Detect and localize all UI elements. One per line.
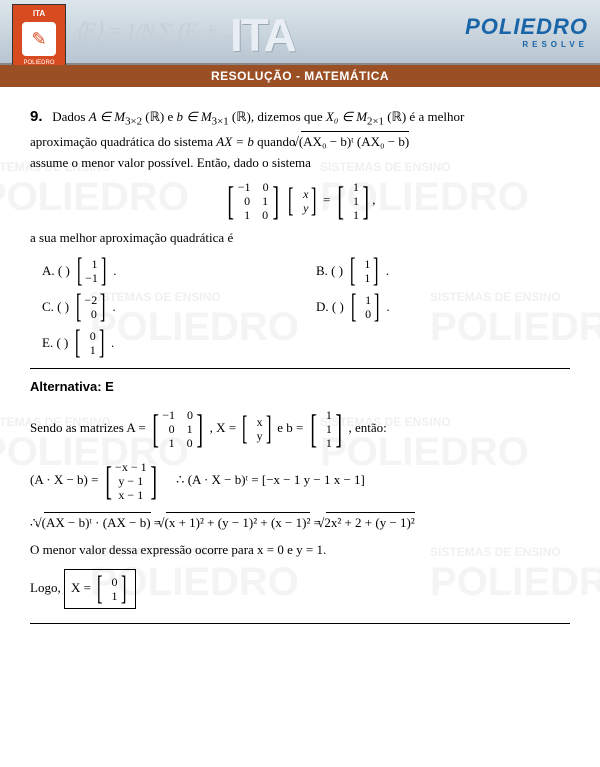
answer-matrices: Sendo as matrizes A = [ −10 01 10 ] , X … bbox=[30, 408, 570, 450]
matrix-b: [ 1 1 1 ] bbox=[334, 180, 373, 222]
answer-min-line: O menor valor dessa expressão ocorre par… bbox=[30, 540, 570, 561]
option-D[interactable]: D. ( ) [ 1 0 ]. bbox=[316, 290, 570, 324]
question-number: 9. bbox=[30, 108, 43, 125]
option-E[interactable]: E. ( ) [ 0 1 ]. bbox=[42, 326, 296, 360]
answer-axb: (A · X − b) = [ −x − 1 y − 1 x − 1 ] ∴ (… bbox=[30, 460, 570, 502]
sqrt-expr: (AX₀ − b)ᵗ (AX₀ − b) bbox=[301, 131, 409, 153]
header-formula-deco: ⟨E⟩ = 1/N ∑ (Eᵢ + ... bbox=[75, 18, 236, 44]
question-line4: a sua melhor aproximação quadrática é bbox=[30, 228, 570, 249]
brand-sub: RESOLVE bbox=[465, 40, 588, 49]
badge-title: ITA bbox=[33, 9, 45, 18]
content-area: 9. Dados A ∈ M3×2 (ℝ) e b ∈ M3×1 (ℝ), di… bbox=[0, 87, 600, 652]
book-icon: ✎ bbox=[22, 22, 56, 56]
brand-name: POLIEDRO bbox=[465, 14, 588, 39]
answer-heading: Alternativa: E bbox=[30, 377, 570, 398]
header-logo: ITA bbox=[230, 8, 295, 62]
option-A[interactable]: A. ( ) [ 1 −1 ]. bbox=[42, 254, 296, 288]
matrix-X: [ x y ] bbox=[285, 184, 320, 218]
option-C[interactable]: C. ( ) [ −2 0 ]. bbox=[42, 290, 296, 324]
system-equation: [ −10 01 10 ] [ x y ] = [ 1 1 1 ] , bbox=[30, 180, 570, 222]
answer-final: Logo, X = [ 0 1 ] bbox=[30, 569, 570, 609]
page-header: ITA ✎ POLIEDRO ⟨E⟩ = 1/N ∑ (Eᵢ + ... ITA… bbox=[0, 0, 600, 65]
brand-logo: POLIEDRO RESOLVE bbox=[465, 14, 588, 49]
section-band: RESOLUÇÃO - MATEMÁTICA bbox=[0, 65, 600, 87]
divider-2 bbox=[30, 623, 570, 624]
options-grid: A. ( ) [ 1 −1 ]. B. ( ) [ 1 1 ]. C. ( ) … bbox=[42, 254, 570, 360]
answer-sqrt-line: ∴ (AX − b)ᵗ · (AX − b) = (x + 1)² + (y −… bbox=[30, 512, 570, 534]
matrix-A: [ −10 01 10 ] bbox=[224, 180, 281, 222]
divider-1 bbox=[30, 368, 570, 369]
option-B[interactable]: B. ( ) [ 1 1 ]. bbox=[316, 254, 570, 288]
question-text: 9. Dados A ∈ M3×2 (ℝ) e b ∈ M3×1 (ℝ), di… bbox=[30, 105, 570, 174]
